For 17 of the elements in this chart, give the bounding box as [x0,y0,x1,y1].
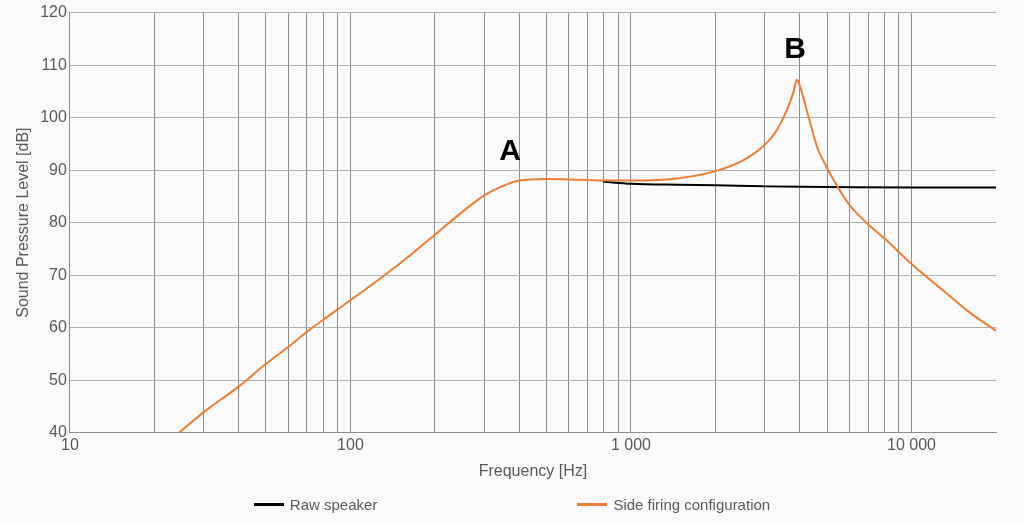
x-tick-label: 10 000 [887,435,937,453]
y-tick-label: 60 [49,318,67,336]
x-axis-title: Frequency [Hz] [478,461,588,479]
y-tick-label: 100 [40,108,67,126]
x-tick-label: 100 [337,435,364,453]
y-tick-label: 50 [49,370,67,388]
y-tick-label: 110 [41,55,67,73]
y-tick-label: 80 [49,213,67,231]
y-tick-label: 120 [40,3,67,21]
x-tick-label: 1 000 [610,435,652,453]
y-axis-title: Sound Pressure Level [dB] [14,127,32,318]
y-tick-label: 90 [49,160,67,178]
y-tick-label: 70 [49,265,67,283]
legend-label: Raw speaker [289,496,378,513]
annotation: A [499,133,521,167]
annotation: B [784,31,806,65]
legend-label: Side firing configuration [613,496,771,513]
